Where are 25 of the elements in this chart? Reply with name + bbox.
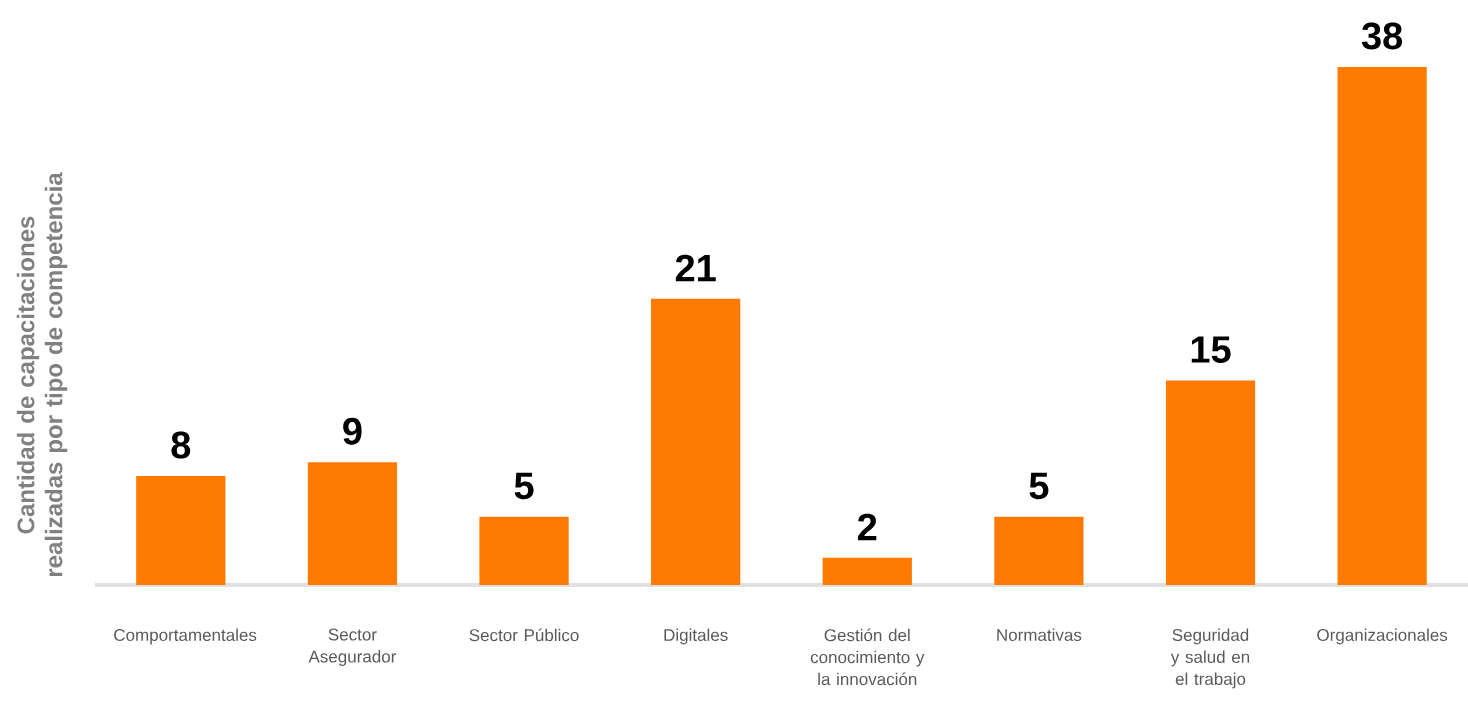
x-tick-label: Gestión del conocimiento y la innovación: [810, 628, 925, 686]
bar: [307, 462, 398, 585]
x-tick-label: Sector Público: [469, 628, 579, 642]
data-label: 9: [343, 417, 362, 445]
x-tick-label: Sector Asegurador: [308, 628, 397, 666]
data-label: 5: [514, 472, 534, 500]
bar: [651, 298, 741, 585]
data-label: 21: [675, 254, 716, 282]
bar: [1337, 66, 1427, 585]
x-tick-label: Seguridad y salud en el trabajo: [1170, 628, 1250, 689]
x-tick-label: Comportamentales: [114, 628, 257, 645]
bar: [994, 516, 1084, 585]
y-axis-title: Cantidad de capacitaciones realizadas por tipo de competencia: [16, 172, 68, 577]
bar: [1165, 380, 1256, 585]
bar: [479, 516, 569, 585]
data-label: 38: [1361, 22, 1403, 50]
x-tick-label: Digitales: [664, 628, 728, 645]
bar: [136, 475, 226, 585]
bar: [822, 557, 912, 585]
data-label: 5: [1029, 472, 1049, 500]
data-label: 15: [1191, 336, 1231, 363]
data-label: 8: [171, 431, 191, 459]
x-tick-label: Normativas: [997, 628, 1082, 642]
data-label: 2: [858, 513, 877, 541]
x-tick-label: Organizacionales: [1317, 628, 1448, 645]
